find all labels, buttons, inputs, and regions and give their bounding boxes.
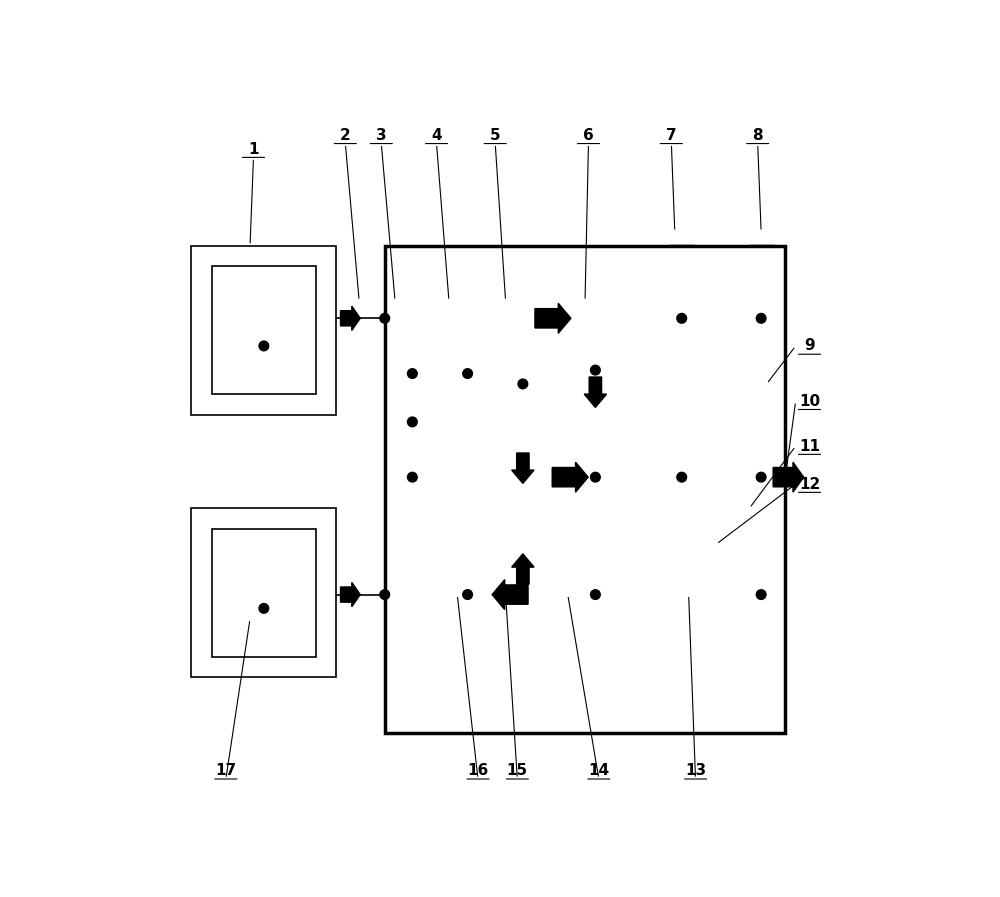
Circle shape — [380, 313, 390, 323]
Circle shape — [380, 589, 390, 599]
FancyArrow shape — [492, 579, 528, 610]
Text: 9: 9 — [804, 338, 815, 353]
FancyArrow shape — [341, 582, 360, 606]
Circle shape — [408, 473, 417, 482]
Text: 6: 6 — [583, 127, 594, 143]
Circle shape — [756, 313, 766, 323]
Text: 4: 4 — [431, 127, 442, 143]
FancyArrow shape — [552, 462, 588, 492]
Bar — [212, 529, 316, 657]
FancyArrow shape — [535, 303, 571, 334]
Text: 10: 10 — [799, 394, 820, 409]
Text: 14: 14 — [588, 763, 609, 779]
Bar — [191, 509, 336, 677]
Circle shape — [408, 417, 417, 427]
Text: 5: 5 — [490, 127, 501, 143]
Text: 11: 11 — [799, 439, 820, 454]
Text: 13: 13 — [685, 763, 706, 779]
Circle shape — [518, 379, 528, 388]
Circle shape — [591, 365, 600, 375]
Bar — [212, 266, 316, 395]
Circle shape — [259, 604, 269, 614]
Text: 7: 7 — [666, 127, 677, 143]
Text: 8: 8 — [752, 127, 763, 143]
FancyArrow shape — [584, 377, 607, 407]
Circle shape — [591, 473, 600, 482]
FancyArrow shape — [773, 462, 804, 492]
Text: 15: 15 — [507, 763, 528, 779]
FancyArrow shape — [341, 306, 360, 330]
Text: 2: 2 — [340, 127, 351, 143]
Circle shape — [677, 473, 687, 482]
Circle shape — [518, 589, 528, 599]
Text: 17: 17 — [215, 763, 236, 779]
Circle shape — [463, 589, 472, 599]
Text: 3: 3 — [376, 127, 387, 143]
FancyArrow shape — [512, 453, 534, 483]
Bar — [385, 246, 785, 733]
Bar — [191, 246, 336, 415]
Circle shape — [463, 369, 472, 379]
Circle shape — [408, 369, 417, 379]
Circle shape — [756, 589, 766, 599]
Text: 12: 12 — [799, 476, 820, 492]
Text: 1: 1 — [248, 142, 259, 157]
FancyArrow shape — [512, 553, 534, 584]
Circle shape — [591, 589, 600, 599]
Circle shape — [677, 313, 687, 323]
Circle shape — [756, 473, 766, 482]
Text: 16: 16 — [467, 763, 489, 779]
Circle shape — [259, 341, 269, 351]
